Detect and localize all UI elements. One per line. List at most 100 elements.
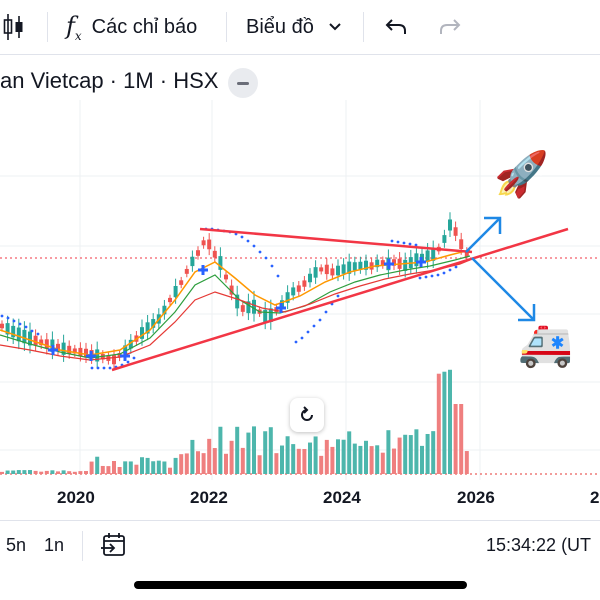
volume-bar [364, 440, 368, 474]
chart-type-button[interactable]: Biểu đồ [246, 0, 342, 54]
candle [179, 280, 184, 285]
candle [341, 264, 346, 274]
candle [112, 355, 116, 365]
volume-bar [436, 373, 441, 474]
candlestick-type-icon[interactable] [2, 0, 24, 54]
x-tick-2028: 2 [590, 488, 600, 507]
candle [33, 335, 38, 346]
candle [196, 250, 200, 256]
volume-bar [145, 457, 150, 474]
calendar-arrow-icon [101, 533, 125, 556]
candle [268, 308, 273, 322]
indicators-button[interactable]: fx Các chỉ báo [66, 0, 197, 54]
clock-timezone[interactable]: 15:34:22 (UT [486, 535, 592, 555]
bottom-separator [82, 531, 83, 561]
price-chart[interactable] [0, 100, 600, 520]
volume-bar [72, 471, 77, 474]
candle [117, 353, 122, 358]
reset-chart-button[interactable] [290, 398, 324, 432]
volume-bar [218, 426, 223, 474]
candle [5, 323, 10, 335]
candle [352, 262, 357, 271]
volume-bar [347, 431, 352, 474]
volume-bar [291, 444, 296, 474]
volume-bar [196, 451, 200, 474]
volume-bar [308, 442, 312, 474]
volume-bar [257, 455, 262, 474]
candle [61, 342, 66, 355]
candle [375, 259, 380, 268]
candle [173, 285, 178, 298]
volume-bar [28, 470, 32, 474]
up-arrow [465, 216, 502, 253]
candle [22, 329, 27, 344]
symbol-legend[interactable]: an Vietcap · 1M · HSX [0, 68, 219, 93]
volume-bar [179, 454, 184, 474]
volume-bar [33, 470, 38, 474]
ma-orange [0, 249, 471, 356]
toolbar-separator [47, 12, 48, 42]
candles [0, 212, 469, 370]
candle [380, 260, 385, 266]
volume-bar [224, 453, 228, 474]
candle [308, 273, 312, 283]
volume-bars [0, 369, 469, 474]
range-1y-button[interactable]: 1n [44, 535, 65, 555]
undo-icon [385, 19, 406, 34]
volume-bar [268, 427, 273, 474]
toolbar-separator [363, 12, 364, 42]
home-indicator [134, 581, 467, 589]
volume-bar [431, 431, 436, 474]
volume-bar [358, 445, 363, 474]
volume-bar [134, 464, 139, 474]
x-tick-2026: 2026 [457, 488, 495, 507]
volume-bar [190, 439, 195, 474]
grid-lines [0, 100, 600, 480]
redo-button[interactable] [438, 0, 462, 54]
candle [207, 239, 212, 250]
volume-bar [5, 470, 10, 474]
down-arrow [471, 257, 536, 322]
candle [313, 267, 318, 278]
indicators-label: Các chỉ báo [91, 15, 198, 38]
volume-bar [448, 369, 452, 474]
collapse-legend-button[interactable] [228, 68, 258, 98]
candle [336, 265, 340, 276]
toolbar-separator [226, 12, 227, 42]
volume-bar [156, 460, 161, 474]
candle [39, 339, 44, 346]
bottom-bar: 5n 1n 15:34:22 (UT [0, 520, 600, 571]
candle [425, 250, 430, 262]
range-5y-button[interactable]: 5n [6, 535, 27, 555]
volume-bar [128, 461, 133, 474]
volume-bar [100, 465, 105, 474]
candle [128, 339, 133, 349]
candle [28, 331, 32, 346]
volume-bar [56, 471, 60, 474]
volume-bar [173, 457, 178, 474]
upper-trendline [199, 227, 473, 254]
volume-bar [341, 439, 346, 474]
candle [431, 248, 436, 261]
volume-bar [403, 434, 408, 474]
candle [464, 251, 469, 257]
go-to-date-button[interactable] [100, 531, 128, 564]
candle [459, 239, 464, 249]
fx-icon: fx [66, 11, 82, 43]
undo-button[interactable] [384, 0, 408, 54]
volume-bar [252, 426, 256, 474]
ambulance-icon: 🚑 [518, 320, 573, 369]
candle [11, 325, 16, 338]
volume-bar [212, 448, 217, 474]
candle [201, 240, 206, 246]
candle [448, 219, 452, 231]
candle [16, 327, 21, 342]
volume-bar [235, 426, 240, 474]
redo-icon [440, 19, 461, 34]
volume-bar [240, 447, 245, 474]
volume-bar [50, 470, 55, 474]
volume-bar [313, 436, 318, 474]
candle [252, 299, 256, 314]
volume-bar [420, 445, 424, 474]
volume-bar [375, 445, 380, 474]
